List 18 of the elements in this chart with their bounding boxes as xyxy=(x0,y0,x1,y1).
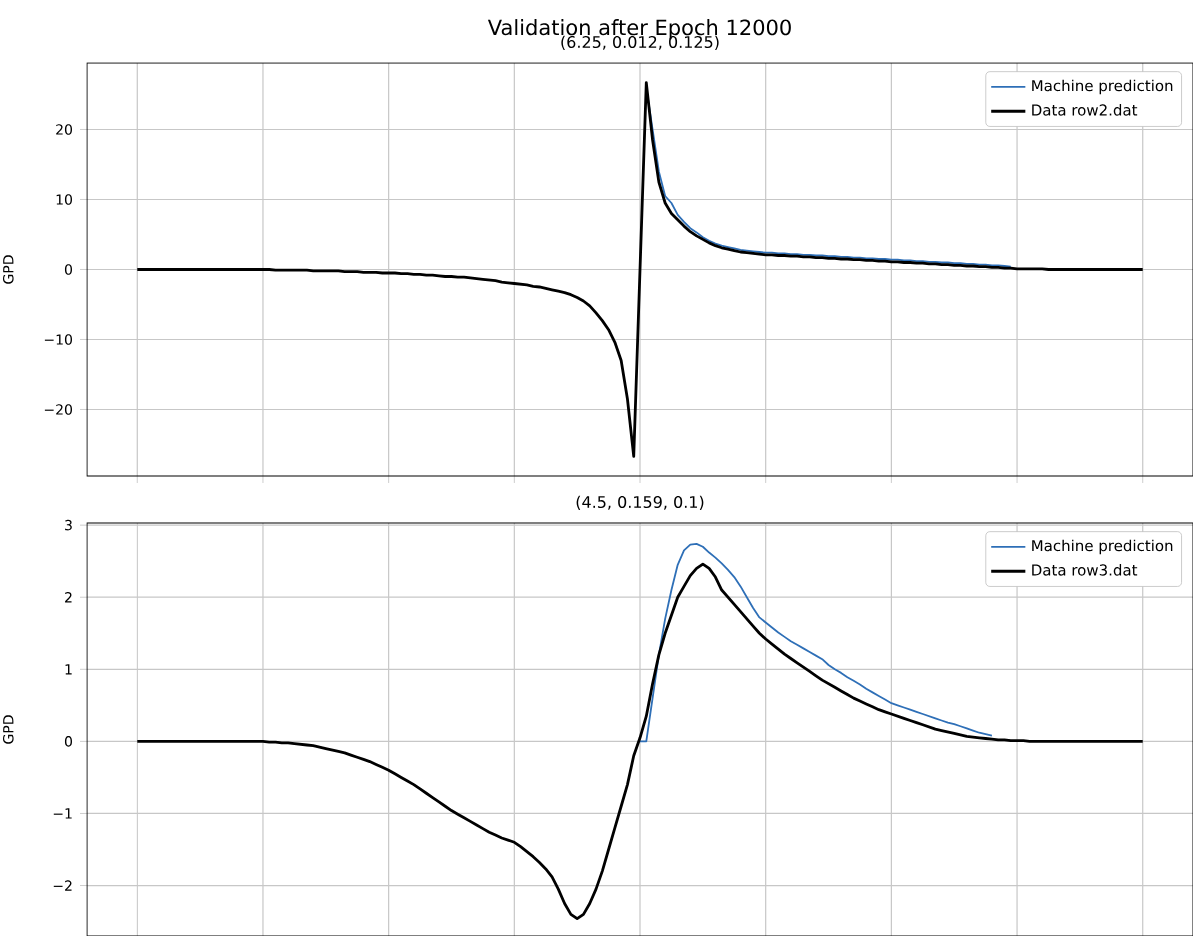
y-axis-title: GPD xyxy=(3,715,14,744)
legend-label: Data row3.dat xyxy=(1032,564,1138,576)
y-tick-label: 1 xyxy=(65,664,72,675)
y-tick-label: 10 xyxy=(56,194,72,205)
legend-label: Data row2.dat xyxy=(1032,104,1138,116)
y-tick-label: 3 xyxy=(65,519,72,531)
y-tick-label: 0 xyxy=(64,264,72,275)
y-tick-label: 0 xyxy=(64,736,72,747)
y-tick-label: −2 xyxy=(53,880,72,891)
chart-title: (4.5, 0.159, 0.1) xyxy=(576,495,704,510)
legend-label: Machine prediction xyxy=(1032,79,1173,95)
legend-label: Machine prediction xyxy=(1032,539,1173,555)
y-tick-label: −1 xyxy=(53,808,72,819)
y-axis-title: GPD xyxy=(3,255,14,284)
y-tick-label: 20 xyxy=(56,124,72,135)
y-tick-label: −20 xyxy=(44,404,72,415)
y-tick-label: −10 xyxy=(44,334,72,345)
y-tick-label: 2 xyxy=(65,592,72,603)
